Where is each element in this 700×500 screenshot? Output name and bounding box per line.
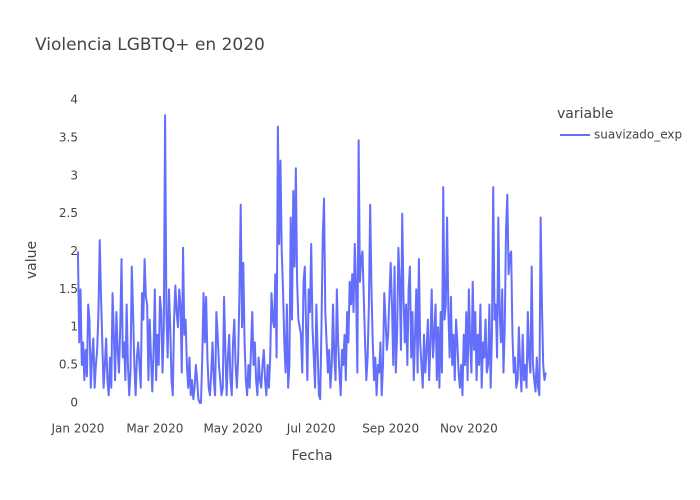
y-tick-label: 1.5 [59, 282, 78, 296]
x-tick-label: Jul 2020 [286, 422, 336, 436]
y-tick-label: 3 [70, 168, 78, 182]
x-tick-label: Jan 2020 [51, 422, 105, 436]
x-tick-label: Nov 2020 [440, 422, 498, 436]
y-axis-title: value [24, 241, 40, 279]
legend-label: suavizado_exp [594, 128, 682, 142]
data-line [76, 114, 547, 404]
y-tick-label: 4 [70, 93, 78, 107]
y-tick-label: 0.5 [59, 358, 78, 372]
x-axis-title: Fecha [291, 448, 332, 464]
y-tick-label: 2 [70, 244, 78, 258]
legend-title: variable [557, 106, 613, 122]
x-tick-label: Sep 2020 [362, 422, 419, 436]
chart-title: Violencia LGBTQ+ en 2020 [35, 35, 265, 55]
y-tick-label: 2.5 [59, 206, 78, 220]
y-tick-label: 1 [70, 320, 78, 334]
y-tick-label: 0 [70, 395, 78, 409]
x-tick-label: Mar 2020 [126, 422, 183, 436]
y-tick-label: 3.5 [59, 130, 78, 144]
x-tick-label: May 2020 [203, 422, 262, 436]
